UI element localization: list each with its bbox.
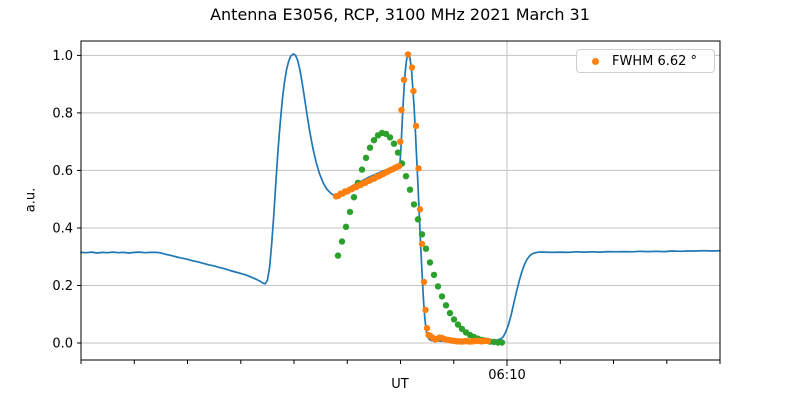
data-point: [422, 245, 430, 252]
data-point: [418, 231, 426, 238]
data-point: [350, 194, 358, 201]
data-point: [338, 238, 346, 245]
data-point: [404, 51, 412, 58]
data-point: [408, 64, 416, 71]
chart-title: Antenna E3056, RCP, 3100 MHz 2021 March …: [210, 5, 590, 24]
legend-label: FWHM 6.62 °: [612, 53, 698, 69]
data-point: [415, 165, 422, 172]
data-point: [397, 138, 404, 145]
y-tick-label: 1.0: [52, 49, 73, 64]
plot-border: [80, 40, 721, 361]
series-green-dots: [334, 129, 506, 346]
x-axis-label: UT: [391, 377, 409, 392]
data-point: [402, 173, 410, 180]
data-point: [450, 316, 458, 323]
data-point: [434, 283, 442, 290]
series-blue-scan-line: [80, 53, 721, 343]
data-point: [358, 166, 366, 173]
data-point: [430, 271, 438, 279]
data-point: [406, 186, 414, 193]
data-point: [426, 259, 434, 266]
data-point: [394, 149, 402, 156]
data-point: [395, 162, 403, 170]
data-point: [400, 76, 408, 84]
data-point: [484, 337, 492, 345]
data-point: [498, 339, 506, 346]
data-point: [346, 208, 354, 216]
data-point: [334, 252, 342, 259]
data-point: [386, 134, 394, 141]
y-axis-label: a.u.: [23, 187, 39, 213]
y-tick-label: 0.8: [52, 106, 73, 121]
data-point: [442, 302, 450, 309]
y-tick-label: 0.4: [52, 222, 73, 237]
data-point: [390, 140, 398, 147]
data-point: [418, 240, 426, 247]
data-point: [416, 206, 424, 213]
data-point: [398, 106, 405, 114]
data-point: [362, 154, 370, 161]
legend-marker-dot: [592, 57, 599, 65]
legend: FWHM 6.62 °: [576, 49, 715, 73]
y-tick-label: 0.2: [52, 279, 73, 294]
data-point: [446, 309, 454, 317]
data-point: [410, 87, 417, 95]
data-point: [370, 137, 378, 144]
data-point: [412, 122, 420, 130]
data-point: [454, 321, 462, 328]
x-tick-label: 06:10: [488, 368, 525, 383]
data-point: [420, 278, 428, 286]
data-point: [422, 306, 429, 314]
y-tick-label: 0.6: [52, 164, 73, 179]
data-point: [342, 223, 350, 230]
data-point: [410, 201, 418, 208]
y-tick-label: 0.0: [52, 337, 73, 352]
data-point: [438, 293, 446, 300]
data-point: [366, 144, 374, 151]
series-orange-dots: [332, 51, 492, 345]
data-point: [423, 324, 431, 332]
data-point: [414, 216, 422, 223]
